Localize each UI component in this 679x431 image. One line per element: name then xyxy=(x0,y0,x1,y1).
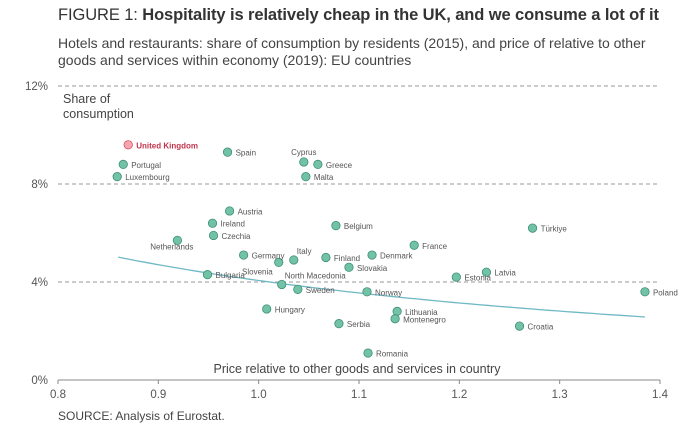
label-lithuania: Lithuania xyxy=(405,308,438,317)
point-malta xyxy=(301,172,311,182)
chart-subtitle: Hotels and restaurants: share of consump… xyxy=(58,35,646,68)
label-slovakia: Slovakia xyxy=(357,264,388,273)
label-italy: Italy xyxy=(297,247,312,256)
point-austria xyxy=(224,206,235,216)
y-axis-title: Share of xyxy=(63,92,111,106)
label-norway: Norway xyxy=(375,288,402,297)
label-spain: Spain xyxy=(236,149,256,158)
point-montenegro xyxy=(390,314,400,324)
x-tick-label: 1.0 xyxy=(251,389,267,401)
chart-title: FIGURE 1: Hospitality is relatively chea… xyxy=(58,6,659,25)
point-latvia xyxy=(481,267,492,277)
point-belgium xyxy=(331,221,341,231)
point-greece xyxy=(313,159,323,169)
point-labels: United Kingdom Portugal Luxembourg Spain Cyp… xyxy=(125,141,678,358)
label-croatia: Croatia xyxy=(528,323,554,332)
axes: 0% 4% 8% 12% 0.8 0.9 1.0 1.1 1.2 1.3 1.4 Price rela… xyxy=(25,81,669,401)
y-axis-title: consumption xyxy=(63,107,134,121)
point-czechia xyxy=(208,230,219,241)
label-finland: Finland xyxy=(334,254,360,263)
figure-number: FIGURE 1: xyxy=(58,6,143,24)
point-croatia xyxy=(514,321,525,331)
point-france xyxy=(409,240,419,250)
x-tick-label: 0.8 xyxy=(50,389,66,401)
label-north-macedonia: North Macedonia xyxy=(285,271,346,280)
source-note: SOURCE: Analysis of Eurostat. xyxy=(58,409,225,423)
label-luxembourg: Luxembourg xyxy=(125,173,169,182)
point-spain xyxy=(222,147,233,157)
label-estonia: Estonia xyxy=(464,274,491,283)
point-hungary xyxy=(262,304,272,314)
data-points xyxy=(112,140,650,358)
x-tick-label: 1.1 xyxy=(351,389,367,401)
y-tick-label: 4% xyxy=(31,277,48,289)
label-belgium: Belgium xyxy=(344,222,373,231)
point-netherlands xyxy=(172,235,182,245)
x-tick-label: 1.4 xyxy=(652,389,669,401)
point-ireland xyxy=(207,218,218,228)
x-tick-label: 0.9 xyxy=(150,389,166,401)
label-netherlands: Netherlands xyxy=(150,242,193,251)
label-cyprus: Cyprus xyxy=(291,148,316,157)
point-romania xyxy=(363,348,373,358)
x-axis-title: Price relative to other goods and servic… xyxy=(214,362,502,376)
y-tick-label: 8% xyxy=(31,179,48,191)
label-ireland: Ireland xyxy=(221,220,245,229)
label-serbia: Serbia xyxy=(347,320,371,329)
point-italy xyxy=(289,255,299,265)
label-czechia: Czechia xyxy=(222,232,251,241)
label-t-rkiye: Türkiye xyxy=(541,225,568,234)
point-luxembourg xyxy=(112,172,122,182)
point-slovakia xyxy=(344,262,354,272)
label-france: France xyxy=(422,242,447,251)
point-bulgaria xyxy=(202,270,213,280)
point-slovenia xyxy=(274,257,284,267)
label-hungary: Hungary xyxy=(275,305,305,314)
y-tick-label: 0% xyxy=(31,375,48,387)
point-t-rkiye xyxy=(527,223,538,233)
point-portugal xyxy=(118,159,128,169)
label-austria: Austria xyxy=(238,207,263,216)
point-united-kingdom xyxy=(123,140,133,150)
x-tick-label: 1.3 xyxy=(552,389,568,401)
x-tick-label: 1.2 xyxy=(451,389,467,401)
point-sweden xyxy=(293,284,303,294)
label-poland: Poland xyxy=(653,288,678,297)
y-tick-label: 12% xyxy=(25,81,48,93)
label-romania: Romania xyxy=(376,350,409,359)
point-finland xyxy=(321,252,331,263)
point-cyprus xyxy=(299,157,309,167)
point-serbia xyxy=(334,319,344,329)
point-norway xyxy=(362,287,372,297)
point-estonia xyxy=(451,272,461,282)
label-latvia: Latvia xyxy=(494,269,516,278)
point-denmark xyxy=(367,250,377,260)
label-bulgaria: Bulgaria xyxy=(215,271,245,280)
point-poland xyxy=(640,287,650,297)
label-montenegro: Montenegro xyxy=(403,315,446,324)
point-germany xyxy=(239,250,249,260)
label-portugal: Portugal xyxy=(131,161,161,170)
label-greece: Greece xyxy=(326,161,353,170)
label-slovenia: Slovenia xyxy=(242,267,273,276)
label-malta: Malta xyxy=(314,173,334,182)
point-north-macedonia xyxy=(277,279,287,290)
label-denmark: Denmark xyxy=(380,252,413,261)
chart-headline: Hospitality is relatively cheap in the U… xyxy=(142,6,659,24)
label-germany: Germany xyxy=(252,252,285,261)
grid-lines xyxy=(58,85,660,283)
label-sweden: Sweden xyxy=(306,286,335,295)
label-united-kingdom: United Kingdom xyxy=(136,141,198,150)
